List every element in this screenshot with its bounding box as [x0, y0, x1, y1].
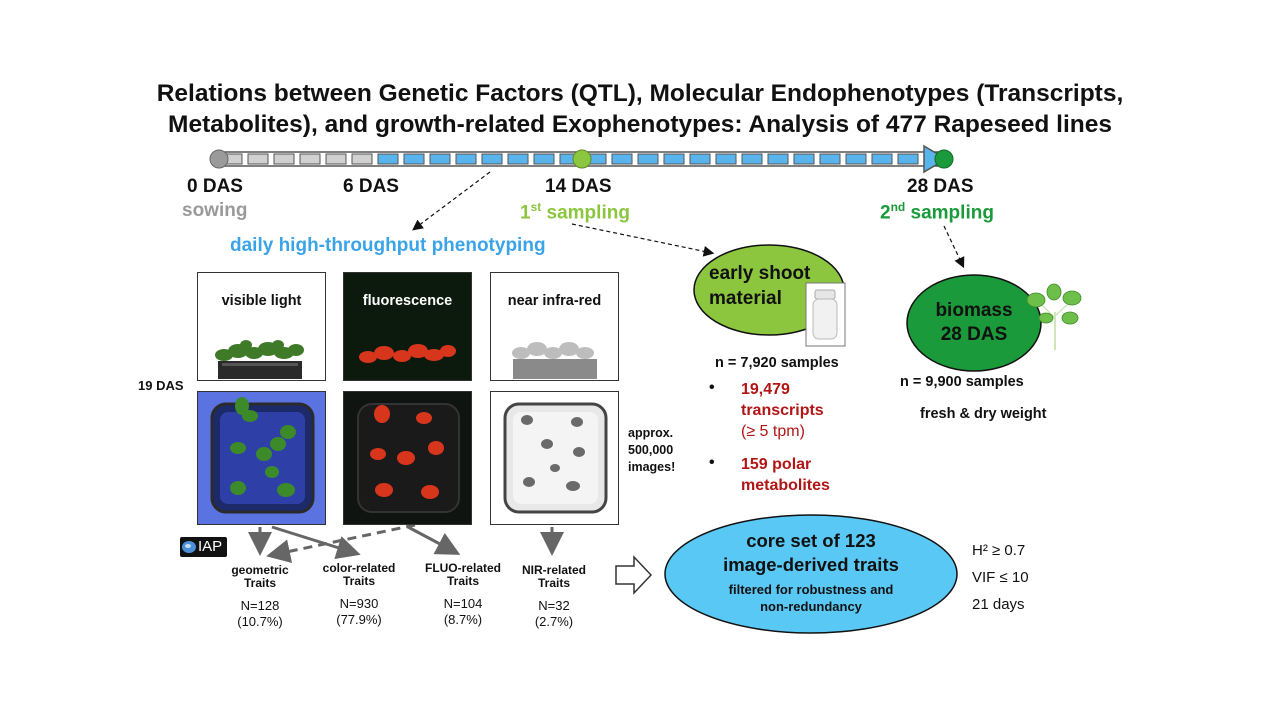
- biomass-samples: n = 9,900 samples: [900, 374, 1024, 390]
- trait-geometric-name2: Traits: [243, 576, 276, 590]
- trait-color-name1: color-related: [322, 561, 396, 575]
- trait-color-pct: (77.9%): [336, 612, 382, 627]
- trait-nir-name1: NIR-related: [521, 563, 586, 577]
- approx-line3: images!: [628, 460, 676, 474]
- panel-near-infra-red: near infra-red: [490, 272, 619, 381]
- bullet-metabolites: •: [709, 454, 715, 471]
- early-shoot-samples: n = 7,920 samples: [715, 355, 839, 371]
- core-set-line1: core set of 123: [746, 530, 876, 551]
- bullet-transcripts: •: [709, 379, 715, 396]
- top-view-nir: [490, 391, 619, 525]
- iap-logo-text: IAP: [198, 538, 223, 555]
- panel-fluorescence: fluorescence: [343, 272, 472, 381]
- trait-fluo-name2: Traits: [446, 574, 479, 588]
- nir-side-plants: [512, 342, 597, 379]
- trait-nir-n: N=32: [538, 598, 570, 613]
- nir-top-plants: [503, 402, 608, 514]
- arrow-to-phenotyping: [412, 171, 491, 231]
- marker-14-das: [572, 149, 592, 169]
- timeline-bar: [209, 144, 954, 174]
- trait-fluo-pct: (8.7%): [443, 612, 483, 627]
- figure-title-line2: Metabolites), and growth-related Exophen…: [168, 111, 1112, 138]
- core-set-line3: filtered for robustness and: [728, 582, 894, 597]
- phenotyping-heading: daily high-throughput phenotyping: [230, 235, 546, 256]
- transcripts-block: 19,479 transcripts (≥ 5 tpm): [741, 379, 824, 442]
- approx-images-note: approx. 500,000 images!: [628, 425, 675, 476]
- iap-logo-mark: [182, 541, 196, 553]
- approx-line1: approx.: [628, 426, 674, 440]
- trait-nir-name2: Traits: [537, 576, 570, 590]
- visible-top-plants: [210, 397, 315, 514]
- approx-line2: 500,000: [628, 443, 674, 457]
- trait-nir-pct: (2.7%): [534, 614, 574, 629]
- biomass-line2: 28 DAS: [940, 324, 1008, 345]
- criteria-days: 21 days: [972, 596, 1025, 613]
- transcripts-count: 19,479: [741, 381, 790, 398]
- label-sowing: sowing: [182, 200, 248, 221]
- biomass-line1: biomass: [935, 300, 1013, 321]
- metabolites-label: metabolites: [741, 477, 830, 494]
- panel-visible-light: visible light: [197, 272, 326, 381]
- timeline-grey-segments: [221, 153, 373, 165]
- arrow-to-early-shoot: [571, 223, 715, 257]
- early-shoot-line2: material: [709, 288, 782, 309]
- trait-color-name2: Traits: [342, 574, 375, 588]
- trait-geometric-name1: geometric: [231, 563, 289, 577]
- marker-0-das: [209, 149, 229, 169]
- figure-title: Relations between Genetic Factors (QTL),…: [0, 78, 1280, 140]
- label-28-das: 28 DAS: [907, 176, 974, 197]
- marker-28-das: [934, 149, 954, 169]
- core-set-ellipse: [664, 514, 958, 634]
- iap-logo: IAP: [180, 537, 227, 557]
- label-14-das: 14 DAS: [545, 176, 612, 197]
- sample-tube-icon: [805, 282, 846, 347]
- transcripts-label: transcripts: [741, 402, 824, 419]
- metabolites-block: 159 polar metabolites: [741, 454, 830, 496]
- trait-geometric-n: N=128: [240, 598, 280, 613]
- core-set-line2: image-derived traits: [723, 554, 899, 575]
- trait-fluo-name1: FLUO-related: [424, 561, 501, 575]
- trait-geometric: geometric Traits N=128 (10.7%): [218, 564, 302, 630]
- timeline-blue-segments: [377, 153, 919, 165]
- trait-nir: NIR-related Traits N=32 (2.7%): [514, 564, 594, 630]
- visible-side-plants: [215, 340, 304, 379]
- criteria-list: H² ≥ 0.7 VIF ≤ 10 21 days: [972, 537, 1029, 618]
- trait-arrows: [248, 523, 564, 564]
- core-set-line4: non-redundancy: [760, 599, 862, 614]
- biomass-ellipse: [906, 274, 1042, 372]
- biomass-weight: fresh & dry weight: [920, 406, 1047, 422]
- criteria-heritability: H² ≥ 0.7: [972, 542, 1026, 559]
- trait-color-n: N=930: [339, 596, 379, 611]
- panel-fluorescence-title: fluorescence: [362, 293, 453, 309]
- metabolites-count: 159 polar: [741, 456, 812, 473]
- biomass-label: biomass 28 DAS: [907, 299, 1041, 347]
- criteria-vif: VIF ≤ 10: [972, 569, 1029, 586]
- fluo-side-plants: [359, 344, 456, 363]
- trait-color: color-related Traits N=930 (77.9%): [316, 562, 402, 628]
- panel-near-infra-red-title: near infra-red: [507, 293, 602, 309]
- early-shoot-line1: early shoot: [709, 263, 811, 284]
- block-arrow: [615, 555, 653, 595]
- label-2nd-sampling: 2nd sampling: [880, 200, 994, 224]
- label-6-das: 6 DAS: [343, 176, 399, 197]
- early-shoot-label: early shoot material: [709, 261, 810, 311]
- transcripts-threshold: (≥ 5 tpm): [741, 423, 805, 440]
- top-view-visible: [197, 391, 326, 525]
- panel-visible-light-title: visible light: [221, 293, 302, 309]
- trait-fluo-n: N=104: [443, 596, 483, 611]
- trait-geometric-pct: (10.7%): [237, 614, 283, 629]
- top-view-fluorescence: [343, 391, 472, 525]
- core-set-text: core set of 123 image-derived traits fil…: [680, 529, 942, 615]
- figure-title-line1: Relations between Genetic Factors (QTL),…: [156, 80, 1124, 107]
- seedling-icon: [1026, 283, 1082, 350]
- label-0-das: 0 DAS: [187, 176, 243, 197]
- fluo-top-plants: [357, 403, 460, 513]
- label-19-das: 19 DAS: [138, 378, 184, 393]
- trait-fluo: FLUO-related Traits N=104 (8.7%): [420, 562, 506, 628]
- label-1st-sampling: 1st sampling: [520, 200, 630, 224]
- arrow-to-biomass: [943, 225, 965, 269]
